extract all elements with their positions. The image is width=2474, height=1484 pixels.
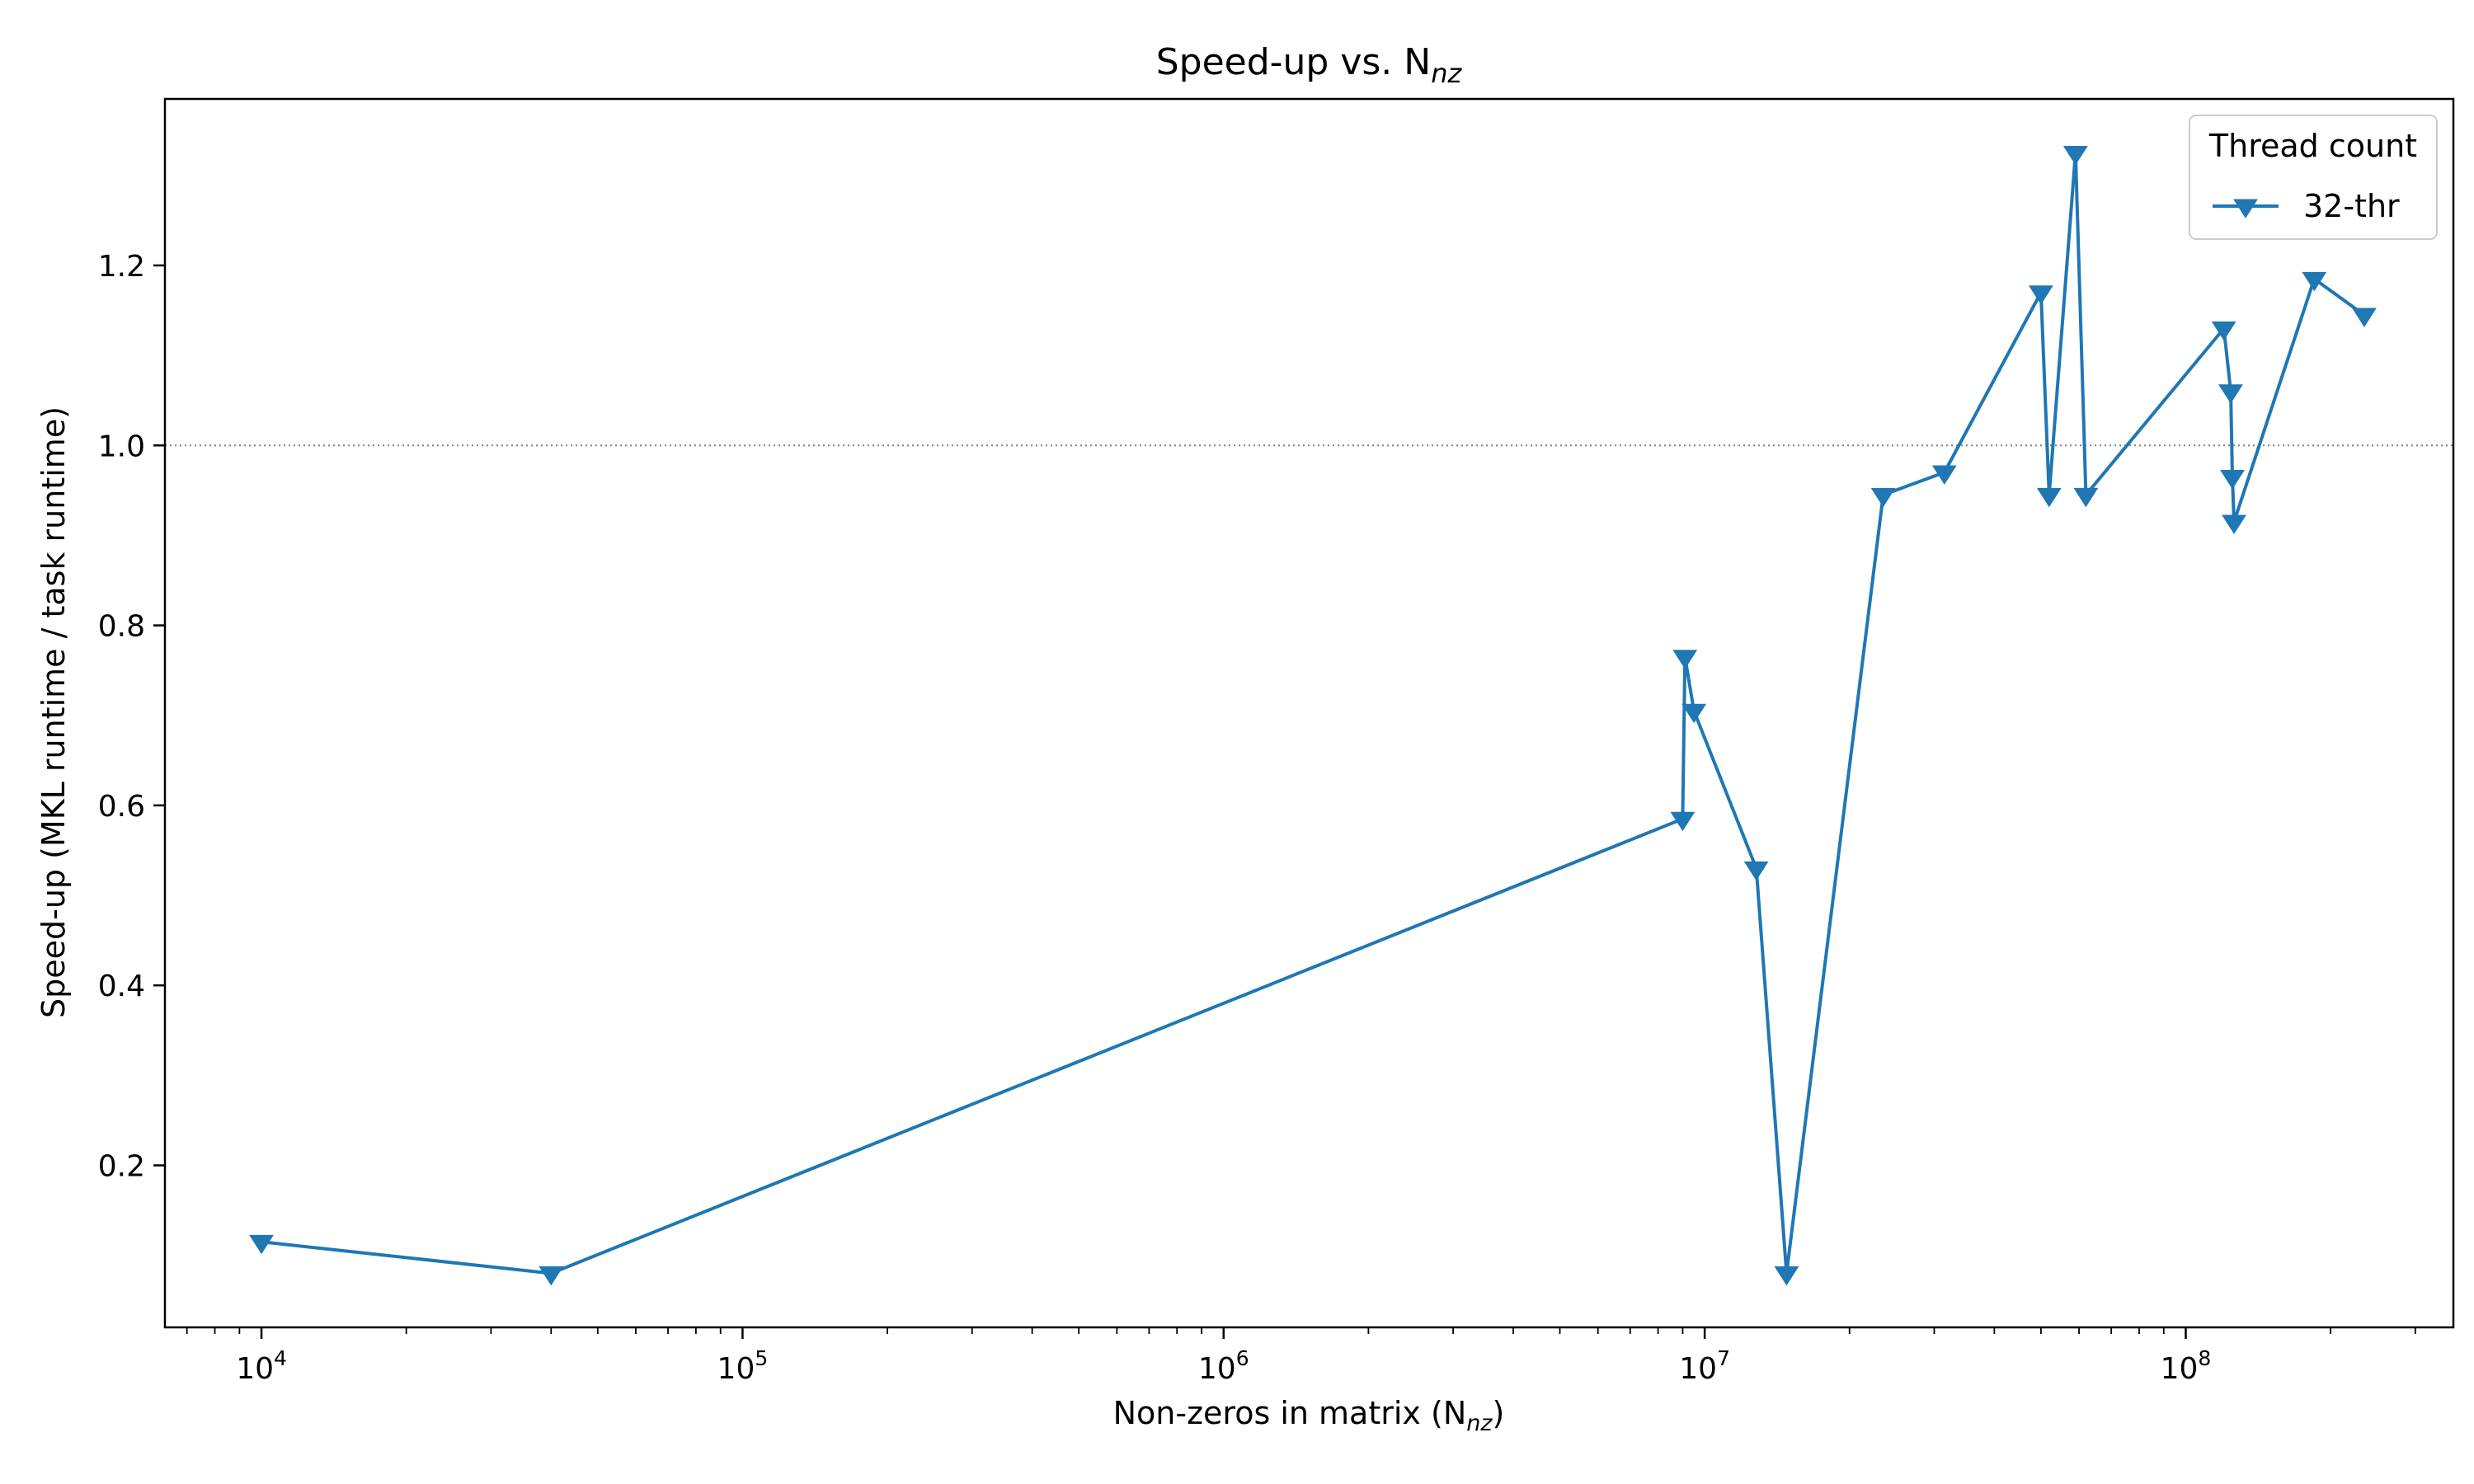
legend-entry-label: 32-thr (2303, 188, 2400, 224)
y-tick-label: 0.6 (98, 790, 145, 824)
data-point (2218, 384, 2243, 404)
series-layer (249, 146, 2377, 1286)
y-tick-label: 0.8 (98, 610, 145, 644)
x-tick-exponent: 5 (755, 1346, 768, 1370)
x-tick-label: 104 (236, 1346, 287, 1386)
data-point (2352, 308, 2377, 327)
chart-title-subscript: nz (1431, 58, 1462, 89)
x-axis: 104 105 106 107 108 (186, 1327, 2416, 1386)
data-point (1870, 487, 1896, 508)
data-point (1670, 811, 1696, 832)
x-tick-base: 10 (717, 1352, 755, 1386)
x-tick-label: 106 (1198, 1346, 1249, 1386)
x-tick-exponent: 4 (274, 1346, 287, 1370)
legend-title: Thread count (2208, 128, 2417, 164)
data-point (2062, 146, 2088, 166)
x-axis-label-main: Non-zeros in matrix (N (1113, 1395, 1467, 1431)
x-axis-label: Non-zeros in matrix (Nnz) (1113, 1395, 1505, 1436)
data-point (1681, 703, 1707, 724)
y-tick-label: 0.4 (98, 970, 145, 1003)
data-point (2302, 271, 2327, 292)
data-point (2028, 285, 2053, 305)
legend-marker (2233, 199, 2258, 218)
x-tick-base: 10 (2161, 1352, 2199, 1386)
x-axis-label-suffix: ) (1493, 1395, 1505, 1431)
data-point (2036, 487, 2062, 508)
data-point (2222, 514, 2246, 534)
data-point (1672, 650, 1698, 669)
x-tick-exponent: 8 (2198, 1346, 2211, 1370)
x-tick-label: 108 (2161, 1346, 2212, 1386)
x-tick-base: 10 (236, 1352, 274, 1386)
data-point (1774, 1266, 1799, 1286)
y-tick-label: 1.0 (98, 430, 145, 463)
y-tick-label: 0.2 (98, 1150, 145, 1184)
data-point (2220, 469, 2245, 490)
plot-frame (163, 97, 2455, 1329)
x-tick-exponent: 7 (1717, 1346, 1730, 1370)
chart-title: Speed-up vs. Nnz (1156, 41, 1463, 89)
x-tick-label: 107 (1679, 1346, 1730, 1386)
x-tick-base: 10 (1198, 1352, 1236, 1386)
chart-title-main: Speed-up vs. N (1156, 41, 1431, 83)
legend: Thread count 32-thr (2189, 115, 2438, 240)
data-point (2073, 487, 2099, 508)
y-tick-label: 1.2 (98, 250, 145, 284)
x-tick-base: 10 (1679, 1352, 1717, 1386)
data-point (2211, 321, 2236, 341)
data-point (1931, 465, 1957, 485)
x-tick-label: 105 (717, 1346, 769, 1386)
data-point (249, 1234, 274, 1255)
y-axis: 0.2 0.4 0.6 0.8 1.0 1.2 (98, 250, 165, 1184)
x-tick-exponent: 6 (1236, 1346, 1249, 1370)
data-point (1743, 861, 1769, 881)
x-axis-label-subscript: nz (1466, 1411, 1493, 1436)
y-axis-label: Speed-up (MKL runtime / task runtime) (35, 406, 72, 1018)
data-point (539, 1266, 564, 1286)
